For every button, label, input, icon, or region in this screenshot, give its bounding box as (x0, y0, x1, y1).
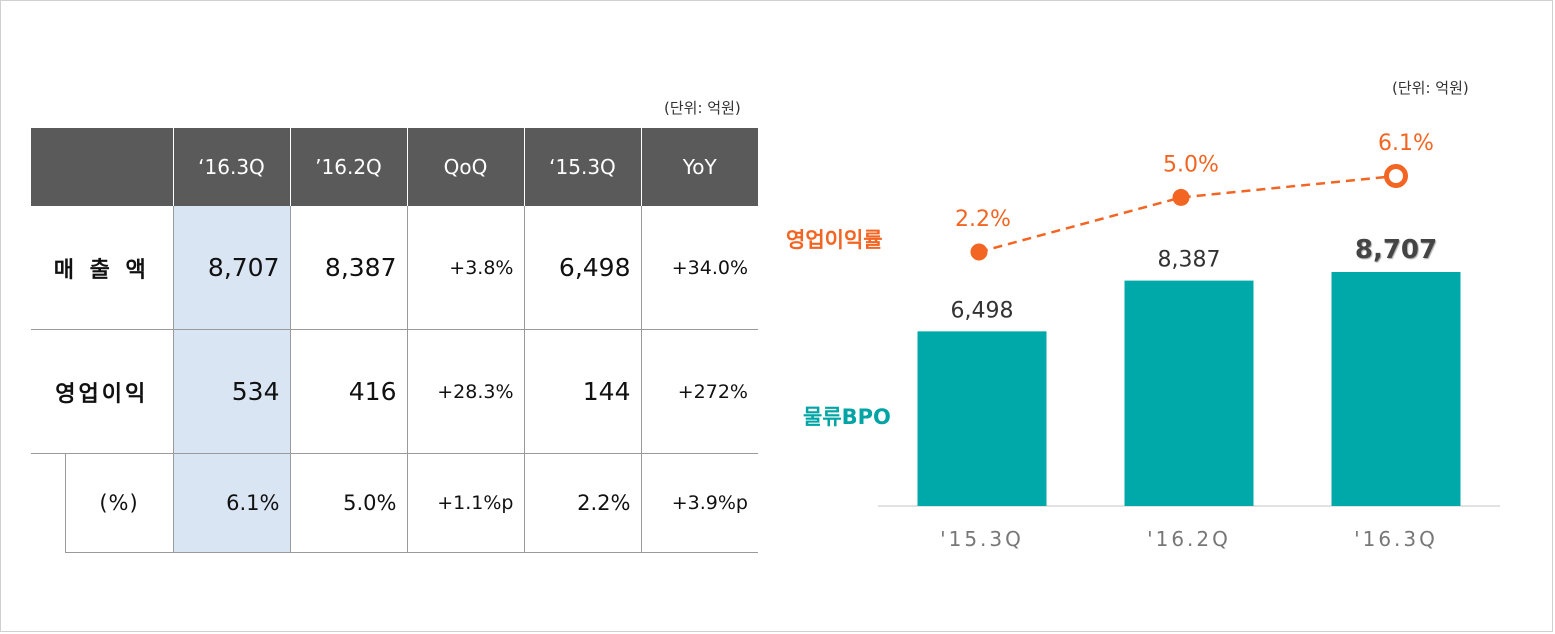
table-row-revenue: 매 출 액 8,707 8,387 +3.8% 6,498 +34.0% (31, 206, 758, 330)
table-cell: 8,707 (172, 206, 290, 330)
table-cell: 416 (289, 329, 407, 454)
header-cell-15-3q: ‘15.3Q (523, 128, 641, 206)
table-header-row: ‘16.3Q ’16.2Q QoQ ‘15.3Q YoY (31, 128, 758, 206)
line-value-label: 5.0% (1163, 152, 1219, 177)
bar-series-label: 물류BPO (803, 405, 891, 429)
row-label-operating-profit: 영업이익 (31, 329, 173, 454)
table-cell: 6.1% (172, 453, 290, 553)
header-cell-empty (31, 128, 173, 206)
header-cell-yoy: YoY (640, 128, 758, 206)
table-cell: +34.0% (640, 206, 758, 330)
bar-value-label: 8,387 (1158, 248, 1221, 273)
bar (1331, 272, 1461, 506)
x-tick-label: '16.3Q (1354, 527, 1438, 551)
bar-value-label: 8,707 (1355, 235, 1437, 265)
x-tick-label: '15.3Q (940, 527, 1024, 551)
table-cell: 534 (172, 329, 290, 454)
unit-label-left: (단위: 억원) (664, 99, 741, 117)
table-cell: 2.2% (523, 453, 641, 553)
table-cell: +28.3% (406, 329, 524, 454)
table-cell: +3.8% (406, 206, 524, 330)
line-value-label: 6.1% (1378, 131, 1434, 156)
table-row-margin: (%) 6.1% 5.0% +1.1%p 2.2% +3.9%p (31, 453, 758, 553)
header-cell-16-3q: ‘16.3Q (172, 128, 290, 206)
financial-table: ‘16.3Q ’16.2Q QoQ ‘15.3Q YoY 매 출 액 8,707… (31, 128, 758, 553)
x-tick-label: '16.2Q (1147, 527, 1231, 551)
bar-value-label: 6,498 (951, 298, 1014, 323)
table-cell: 5.0% (289, 453, 407, 553)
table-cell: +1.1%p (406, 453, 524, 553)
table-cell: 144 (523, 329, 641, 454)
table-cell: 6,498 (523, 206, 641, 330)
table-row-operating-profit: 영업이익 534 416 +28.3% 144 +272% (31, 329, 758, 454)
table-cell: +272% (640, 329, 758, 454)
line-value-label: 2.2% (955, 207, 1011, 232)
margin-line (978, 174, 1397, 254)
table-cell: 8,387 (289, 206, 407, 330)
header-cell-qoq: QoQ (406, 128, 524, 206)
table-cell: +3.9%p (640, 453, 758, 553)
row-label-margin: (%) (64, 453, 173, 553)
bar (1124, 280, 1254, 506)
line-point (970, 243, 988, 261)
line-point (1172, 188, 1190, 206)
margin-series-label: 영업이익률 (786, 228, 883, 252)
unit-label-right: (단위: 억원) (1392, 79, 1469, 97)
line-point-highlight (1384, 164, 1408, 188)
bar (917, 331, 1047, 506)
row-label-revenue: 매 출 액 (31, 206, 173, 330)
header-cell-16-2q: ’16.2Q (289, 128, 407, 206)
